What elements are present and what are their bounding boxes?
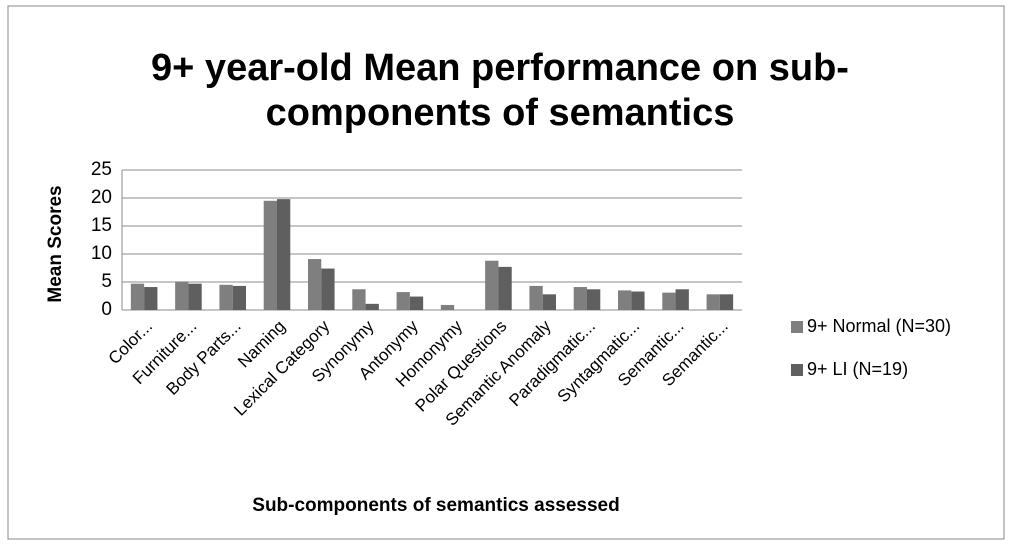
y-tick-label: 15: [91, 215, 112, 236]
bar: [618, 290, 632, 310]
chart-title: 9+ year-old Mean performance on sub-: [151, 47, 849, 89]
bar: [719, 294, 734, 310]
bar: [219, 284, 233, 310]
legend-label: 9+ Normal (N=30): [807, 316, 951, 336]
bar: [706, 294, 720, 310]
y-tick-label: 20: [91, 187, 112, 208]
y-tick-label: 5: [101, 271, 112, 292]
bar: [321, 268, 335, 310]
bar: [485, 260, 499, 310]
bar: [308, 259, 322, 310]
bar: [662, 292, 676, 310]
bar: [440, 304, 455, 310]
bar: [396, 292, 410, 310]
bar: [188, 283, 202, 310]
bar: [144, 287, 158, 310]
bar: [263, 200, 277, 310]
legend-swatch: [791, 321, 803, 333]
y-tick-label: 25: [91, 159, 112, 180]
bar: [130, 283, 145, 310]
chart-title: components of semantics: [266, 92, 735, 134]
y-tick-label: 0: [101, 299, 112, 320]
bar: [277, 199, 291, 310]
bar: [542, 294, 556, 310]
bar: [409, 296, 424, 310]
legend-label: 9+ LI (N=19): [807, 359, 908, 379]
bar: [529, 285, 543, 310]
y-tick-label: 10: [91, 243, 112, 264]
bar: [573, 287, 587, 310]
bar: [175, 281, 189, 310]
x-axis-title: Sub-components of semantics assessed: [252, 495, 619, 516]
bar: [631, 291, 645, 310]
y-axis-title: Mean Scores: [45, 185, 66, 302]
bar: [365, 303, 379, 310]
bar: [587, 289, 601, 310]
bar: [232, 285, 246, 310]
bar: [498, 266, 512, 310]
legend-swatch: [791, 364, 803, 376]
bar: [675, 289, 689, 310]
bar: [352, 289, 366, 310]
